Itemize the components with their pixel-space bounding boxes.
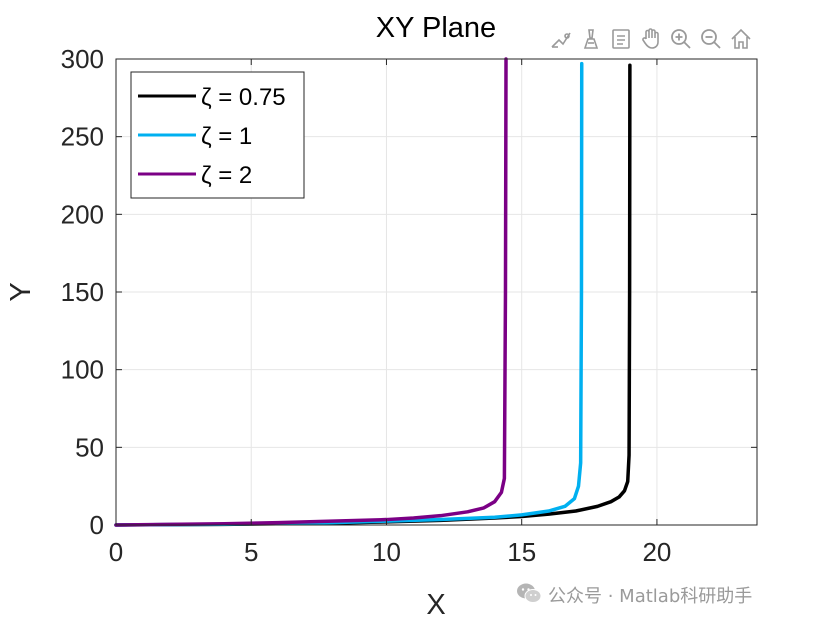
y-tick-label: 100 [61,355,104,385]
watermark-text: 公众号 · Matlab科研助手 [548,586,753,607]
series-lines [114,57,632,527]
axes-toolbar [548,26,754,52]
legend-entry-2: ζ = 2 [201,162,252,189]
y-tick-label: 150 [61,277,104,307]
data-cursor-icon[interactable] [578,26,604,52]
y-tick-label: 50 [75,432,104,462]
y-tick-label: 250 [61,122,104,152]
y-tick-label: 200 [61,199,104,229]
y-axis-label: Y [5,282,37,301]
x-tick-label: 5 [244,537,258,567]
x-tick-label: 0 [109,537,123,567]
y-tick-label: 0 [90,510,104,540]
x-tick-label: 10 [372,537,401,567]
brush-icon[interactable] [548,26,574,52]
zoom-in-icon[interactable] [668,26,694,52]
chart-title: XY Plane [376,12,496,44]
legend-toggle-icon[interactable] [608,26,634,52]
pan-hand-icon[interactable] [638,26,664,52]
x-axis-label: X [426,589,445,621]
wechat-icon [516,582,542,609]
x-tick-label: 15 [507,537,536,567]
grid-lines [115,58,757,526]
x-tick-label: 20 [642,537,671,567]
watermark: 公众号 · Matlab科研助手 [516,582,752,608]
zoom-out-icon[interactable] [698,26,724,52]
series-line-2 [114,57,508,527]
y-tick-label: 300 [61,44,104,74]
legend[interactable]: ζ = 0.75 ζ = 1 ζ = 2 [130,71,305,199]
legend-entry-1: ζ = 1 [201,123,252,150]
home-icon[interactable] [728,26,754,52]
legend-entry-0: ζ = 0.75 [201,84,286,111]
